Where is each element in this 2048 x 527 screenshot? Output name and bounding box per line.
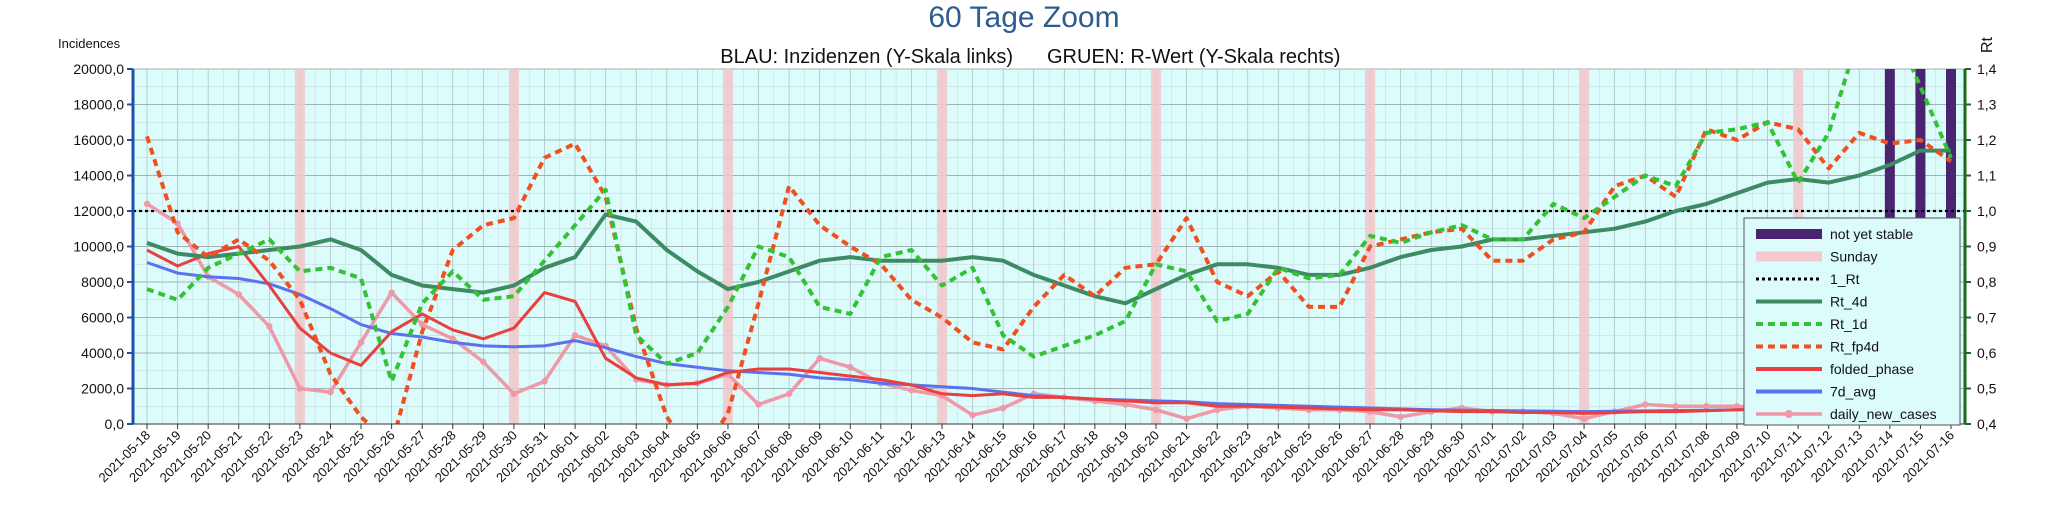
point-daily-new-cases: [480, 358, 487, 366]
y-tick-left-label: 20000,0: [73, 61, 124, 77]
point-daily-new-cases: [1703, 403, 1710, 410]
point-daily-new-cases: [1397, 413, 1404, 421]
y-tick-right-label: 0,6: [1977, 345, 1997, 361]
point-daily-new-cases: [418, 321, 426, 328]
chart-subtitle-right: GRUEN: R-Wert (Y-Skala rechts): [1047, 46, 1340, 68]
plot-area: 0,0 2000,0 4000,0 6000,0 8000,0 10000,0 12000,…: [73, 61, 1997, 485]
chart-subtitle-left: BLAU: Inzidenzen (Y-Skala links): [720, 46, 1013, 68]
series-group: [143, 69, 1955, 424]
point-daily-new-cases: [388, 289, 395, 296]
point-daily-new-cases: [1642, 401, 1649, 408]
y-tick-right-label: 0,5: [1977, 381, 1997, 397]
y-tick-left-label: 12000,0: [73, 203, 124, 219]
y-tick-right-label: 1,2: [1977, 132, 1997, 148]
legend-label: folded_phase: [1830, 361, 1914, 377]
y-axis-left-label: Incidences: [58, 36, 121, 51]
point-daily-new-cases: [755, 401, 762, 408]
point-daily-new-cases: [571, 332, 579, 339]
sunday-bar: [722, 69, 733, 424]
y-tick-left-label: 2000,0: [81, 381, 124, 397]
point-daily-new-cases: [1183, 415, 1190, 422]
legend-swatch: [1756, 251, 1822, 262]
point-daily-new-cases: [327, 388, 334, 396]
y-tick-left-label: 0,0: [105, 416, 125, 432]
point-daily-new-cases: [143, 200, 151, 208]
y-tick-left-label: 18000,0: [73, 97, 124, 113]
point-daily-new-cases: [357, 339, 365, 346]
point-daily-new-cases: [1152, 406, 1160, 413]
point-daily-new-cases: [449, 335, 456, 342]
legend-swatch: [1756, 229, 1822, 239]
series-line-folded-phase: [146, 245, 1952, 415]
y-axis-right-label: Rt: [1979, 36, 1996, 53]
point-daily-new-cases: [1580, 415, 1588, 422]
point-daily-new-cases: [1733, 403, 1741, 410]
chart-title: 60 Tage Zoom: [928, 1, 1119, 34]
legend-label: 1_Rt: [1830, 271, 1860, 287]
y-tick-right-label: 0,4: [1977, 416, 1997, 432]
y-tick-left-label: 16000,0: [73, 132, 124, 148]
point-daily-new-cases: [296, 385, 304, 392]
point-daily-new-cases: [1213, 406, 1221, 413]
point-daily-new-cases: [235, 291, 242, 298]
legend-swatch-marker: [1785, 410, 1793, 418]
legend-label: 7d_avg: [1830, 384, 1876, 400]
y-tick-right-label: 0,9: [1977, 239, 1997, 255]
legend-label: daily_new_cases: [1830, 406, 1937, 422]
legend-label: not yet stable: [1830, 226, 1913, 242]
y-tick-left-label: 6000,0: [81, 310, 124, 326]
sunday-bar: [508, 69, 519, 424]
legend-label: Rt_4d: [1830, 294, 1867, 310]
point-daily-new-cases: [816, 355, 823, 362]
legend-label: Rt_fp4d: [1830, 339, 1879, 355]
point-daily-new-cases: [510, 390, 518, 398]
point-daily-new-cases: [999, 404, 1007, 412]
point-daily-new-cases: [1672, 403, 1680, 410]
legend-label: Sunday: [1830, 249, 1877, 265]
legend: not yet stable Sunday 1_Rt Rt_4d Rt_1d Rt_fp4…: [1743, 217, 1961, 426]
point-daily-new-cases: [785, 390, 793, 398]
sunday-bar: [936, 69, 947, 424]
legend-label: Rt_1d: [1830, 316, 1867, 332]
y-tick-right-label: 0,7: [1977, 310, 1997, 326]
sunday-bar: [1579, 69, 1590, 424]
sunday-bar: [1151, 69, 1162, 424]
y-tick-right-label: 1,1: [1977, 168, 1997, 184]
point-daily-new-cases: [266, 323, 273, 330]
y-tick-right-label: 1,3: [1977, 97, 1997, 113]
y-tick-right-label: 1,0: [1977, 203, 1997, 219]
point-daily-new-cases: [541, 378, 548, 385]
y-tick-left-label: 10000,0: [73, 239, 124, 255]
series-line-rt-fp4d: [145, 120, 1953, 424]
point-daily-new-cases: [1122, 401, 1129, 408]
y-tick-left-label: 4000,0: [81, 345, 124, 361]
y-tick-left-label: 14000,0: [73, 168, 124, 184]
y-tick-right-label: 1,4: [1977, 61, 1997, 77]
y-tick-right-label: 0,8: [1977, 274, 1997, 290]
point-daily-new-cases: [847, 364, 854, 371]
y-tick-left-label: 8000,0: [81, 274, 124, 290]
series-line-rt-4d: [146, 148, 1951, 306]
point-daily-new-cases: [908, 387, 915, 394]
point-daily-new-cases: [969, 411, 976, 419]
